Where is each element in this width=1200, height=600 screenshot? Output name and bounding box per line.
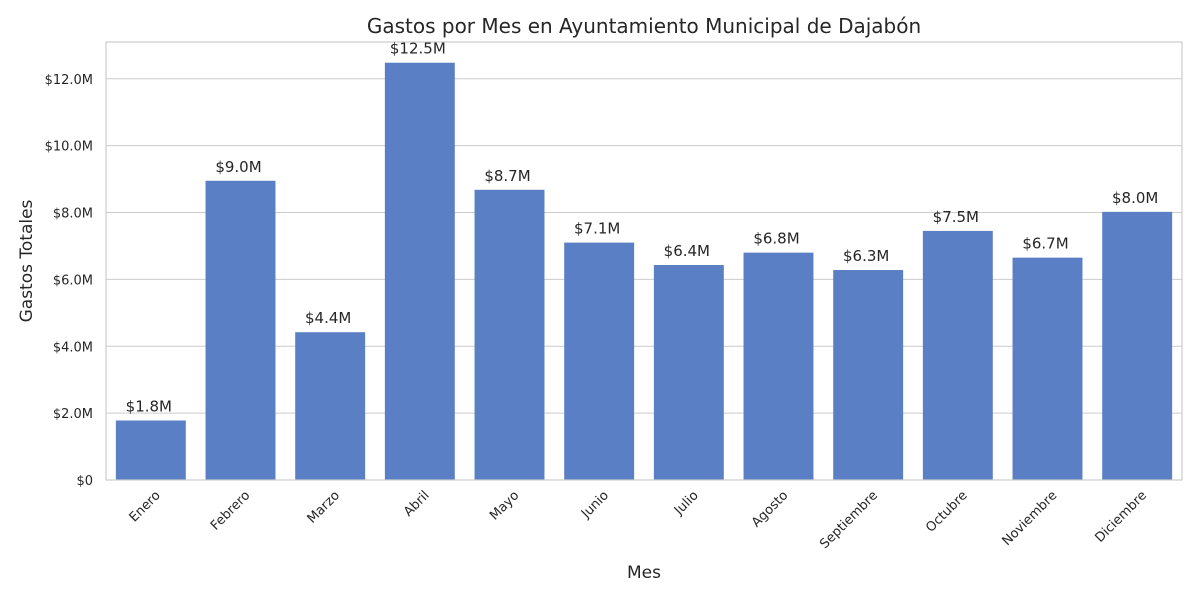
bar-noviembre [1012,257,1083,480]
data-label-enero: $1.8M [126,397,172,415]
y-axis-label: Gastos Totales [17,199,37,322]
y-tick-label: $0 [76,474,93,489]
bar-febrero [205,180,276,480]
x-tick-label-mayo: Mayo [487,488,522,523]
bar-mayo [474,189,545,480]
data-label-junio: $7.1M [574,220,620,238]
data-label-septiembre: $6.3M [843,247,889,265]
x-tick-label-agosto: Agosto [749,488,791,530]
x-tick-label-julio: Julio [671,488,702,519]
data-labels: $1.8M $9.0M $4.4M $12.5M $8.7M $7.1M $6.4M $6.8… [126,40,1159,416]
data-label-diciembre: $8.0M [1112,189,1158,207]
x-tick-label-octubre: Octubre [923,488,970,535]
y-tick-label: $2.0M [53,407,93,422]
bar-marzo [295,332,366,480]
bar-septiembre [833,270,904,480]
bar-octubre [922,230,993,480]
x-tick-label-enero: Enero [127,488,164,525]
data-label-julio: $6.4M [664,242,710,260]
bar-junio [564,242,635,480]
data-label-abril: $12.5M [390,40,446,58]
y-tick-label: $8.0M [53,207,93,222]
bar-agosto [743,252,814,480]
y-tick-label: $12.0M [45,73,93,88]
x-tick-label-noviembre: Noviembre [1000,488,1061,549]
x-tick-label-septiembre: Septiembre [817,488,881,552]
data-label-febrero: $9.0M [215,158,261,176]
gridlines [106,78,1182,414]
x-tick-label-abril: Abril [401,488,433,520]
bar-abril [384,62,455,481]
data-label-octubre: $7.5M [933,208,979,226]
bars [115,62,1173,481]
x-tick-label-marzo: Marzo [305,488,343,526]
bar-diciembre [1102,211,1173,480]
y-tick-label: $6.0M [53,273,93,288]
chart-title: Gastos por Mes en Ayuntamiento Municipal… [367,14,921,38]
bar-julio [653,265,724,480]
data-label-mayo: $8.7M [484,167,530,185]
y-tick-labels: $0 $2.0M $4.0M $6.0M $8.0M $10.0M $12.0M [45,73,93,489]
x-tick-labels: Enero Febrero Marzo Abril Mayo Junio Julio Agos… [127,488,1150,552]
data-label-marzo: $4.4M [305,309,351,327]
plot-frame [105,41,1183,481]
data-label-agosto: $6.8M [753,230,799,248]
y-tick-label: $4.0M [53,340,93,355]
x-tick-label-diciembre: Diciembre [1092,488,1150,546]
y-tick-label: $10.0M [45,140,93,155]
data-label-noviembre: $6.7M [1022,235,1068,253]
x-axis-label: Mes [627,563,661,583]
x-tick-label-junio: Junio [578,488,612,522]
x-tick-label-febrero: Febrero [208,488,253,533]
bar-enero [115,420,186,480]
